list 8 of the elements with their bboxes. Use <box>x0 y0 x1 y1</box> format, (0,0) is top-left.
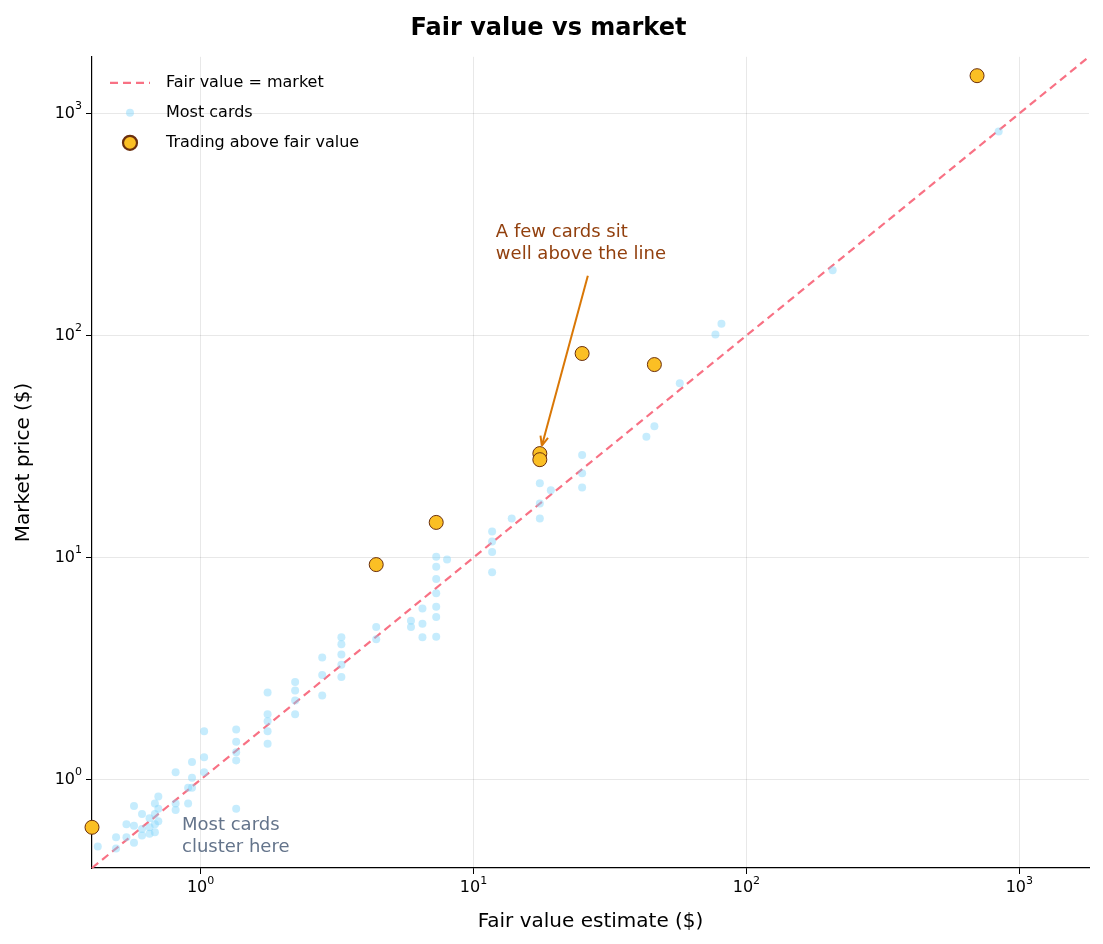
annotation: A few cards sit well above the line <box>495 220 667 264</box>
chart-title: Fair value vs market <box>410 12 687 41</box>
annotation: Most cards cluster here <box>182 812 290 856</box>
legend-label: Fair value = market <box>166 71 324 91</box>
legend-label: Most cards <box>166 101 253 121</box>
y-axis-title: Market price ($) <box>10 382 35 543</box>
x-axis-title: Fair value estimate ($) <box>477 908 704 933</box>
legend-label: Trading above fair value <box>165 131 360 151</box>
